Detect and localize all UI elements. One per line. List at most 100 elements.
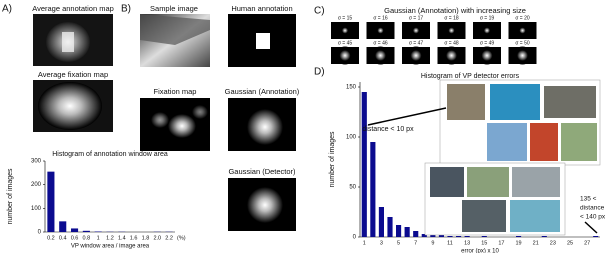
bar xyxy=(71,228,79,232)
image xyxy=(340,25,350,36)
image-title: Fixation map xyxy=(154,87,197,96)
x-tick-label: 15 xyxy=(481,240,487,246)
photo xyxy=(490,84,540,120)
arrow xyxy=(584,221,598,234)
sigma-grid: σ = 15 σ = 16 σ = 17 σ = 18 σ = 19 σ = 20 σ = … xyxy=(331,15,537,65)
arrow xyxy=(367,107,447,126)
panel-label: B) xyxy=(121,4,131,15)
bar xyxy=(438,235,444,237)
image xyxy=(168,114,196,138)
annotation: < 140 px xyxy=(580,214,606,221)
x-tick-label: 9 xyxy=(431,240,434,246)
x-tick-label: 3 xyxy=(380,240,383,246)
bar xyxy=(413,231,419,237)
x-tick-label: 23 xyxy=(550,240,556,246)
image-title: Gaussian (Annotation) xyxy=(225,87,300,96)
y-tick-label: 300 xyxy=(31,159,42,165)
x-tick-label: 0.6 xyxy=(71,235,79,241)
sigma-label: σ = 16 xyxy=(373,15,388,21)
sigma-label: σ = 18 xyxy=(444,15,459,21)
bar xyxy=(387,217,393,237)
bar xyxy=(59,221,67,232)
image xyxy=(151,112,169,128)
image xyxy=(336,46,354,65)
photo xyxy=(512,167,560,197)
image xyxy=(407,46,425,65)
image xyxy=(513,46,532,65)
image xyxy=(482,25,492,36)
bar xyxy=(361,92,367,237)
bar xyxy=(593,236,599,237)
image xyxy=(478,46,496,65)
x-tick-label: 2.0 xyxy=(153,235,161,241)
bar xyxy=(430,235,436,237)
x-tick-label: 0.2 xyxy=(47,235,55,241)
photo xyxy=(462,200,506,232)
sigma-label: σ = 17 xyxy=(409,15,424,21)
y-axis-label: number of images xyxy=(329,131,336,188)
x-tick-label: 21 xyxy=(533,240,539,246)
image xyxy=(62,32,74,52)
x-tick-label: 19 xyxy=(516,240,522,246)
bar xyxy=(516,236,522,237)
image xyxy=(375,25,386,36)
x-unit: (%) xyxy=(177,235,186,241)
chart-title: Histogram of annotation window area xyxy=(52,151,168,158)
sigma-label: σ = 48 xyxy=(444,40,459,46)
annotation: distance < 10 px xyxy=(362,126,414,133)
photo xyxy=(430,167,464,197)
panel-label: D) xyxy=(314,67,325,78)
x-tick-label: 1 xyxy=(97,235,100,241)
image xyxy=(247,109,283,145)
image xyxy=(38,82,102,130)
image-title: Human annotation xyxy=(231,4,292,13)
panel-label: A) xyxy=(2,4,12,15)
bar xyxy=(404,227,410,237)
photo xyxy=(487,123,527,161)
y-axis-label: number of images xyxy=(7,168,14,225)
image xyxy=(140,14,210,45)
bar xyxy=(456,236,462,237)
chart-title: Histogram of VP detector errors xyxy=(421,73,520,80)
image xyxy=(256,33,270,49)
image xyxy=(192,105,208,119)
y-tick-label: 100 xyxy=(346,135,357,141)
y-tick-label: 50 xyxy=(349,185,356,191)
y-tick-label: 0 xyxy=(38,230,42,236)
x-tick-label: 0.8 xyxy=(83,235,91,241)
sigma-label: σ = 15 xyxy=(338,15,353,21)
sigma-label: σ = 47 xyxy=(409,40,424,46)
sigma-label: σ = 49 xyxy=(480,40,495,46)
x-tick-label: 7 xyxy=(414,240,417,246)
panel-label: C) xyxy=(314,6,325,17)
image-title: Average fixation map xyxy=(38,70,108,79)
image xyxy=(517,25,528,36)
bar xyxy=(447,236,453,237)
sigma-label: σ = 50 xyxy=(515,40,530,46)
image-title: Gaussian (Detector) xyxy=(228,167,296,176)
bar xyxy=(421,234,427,237)
x-tick-label: 0.4 xyxy=(59,235,67,241)
image xyxy=(442,46,461,65)
bar xyxy=(481,236,487,237)
sigma-label: σ = 45 xyxy=(338,40,353,46)
sigma-label: σ = 46 xyxy=(373,40,388,46)
bar xyxy=(464,236,470,237)
x-tick-label: 5 xyxy=(397,240,400,246)
image xyxy=(247,187,283,223)
x-tick-label: 1.4 xyxy=(118,235,126,241)
x-tick-label: 25 xyxy=(567,240,573,246)
bar xyxy=(370,142,376,237)
x-axis-label: error (px) x 10 xyxy=(461,249,499,253)
bar xyxy=(378,207,384,237)
x-tick-label: 17 xyxy=(498,240,504,246)
x-tick-label: 1 xyxy=(363,240,366,246)
photo xyxy=(530,123,558,161)
annotation: distance xyxy=(580,205,605,212)
x-tick-label: 1.6 xyxy=(130,235,138,241)
annotation: 135 < xyxy=(580,196,597,203)
y-tick-label: 100 xyxy=(31,206,42,212)
image xyxy=(446,25,457,36)
inset-photos xyxy=(367,79,601,236)
